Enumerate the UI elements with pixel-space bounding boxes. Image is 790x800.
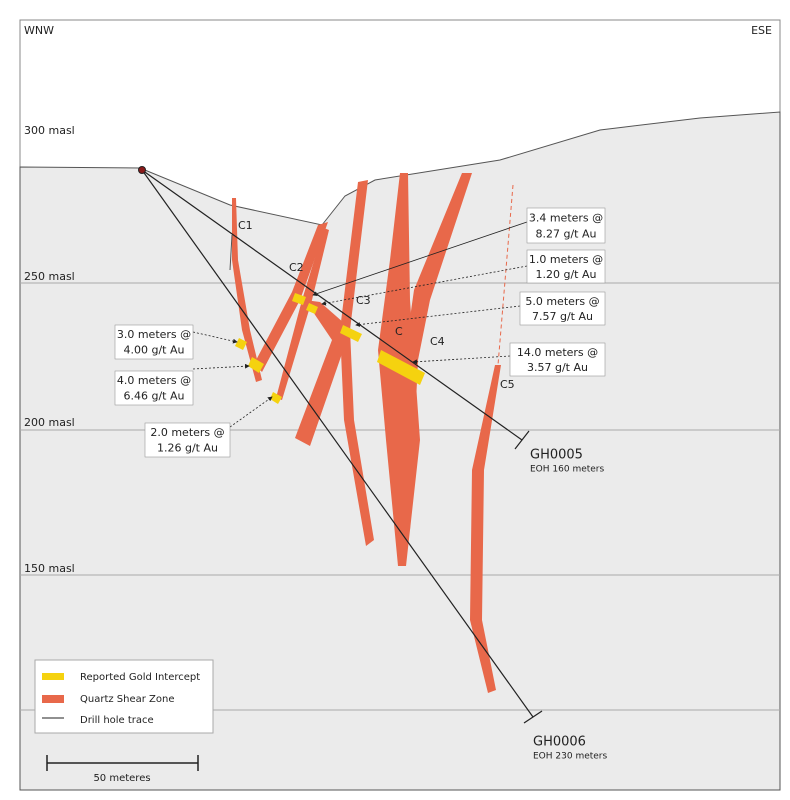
hole-name: GH0005 [530, 448, 583, 463]
intercept-line: 1.0 meters @ [529, 253, 603, 266]
elevation-label: 300 masl [24, 124, 75, 137]
zone-label: C5 [500, 378, 515, 391]
label-box [526, 249, 606, 284]
elevation-label: 200 masl [24, 416, 75, 429]
gold-intercepts [235, 293, 425, 404]
collar [138, 166, 146, 174]
leader [312, 221, 528, 296]
leader [355, 305, 521, 327]
label-box [526, 207, 606, 244]
leader [229, 396, 273, 428]
zone-label: C1 [238, 219, 253, 232]
hole-note: EOH 160 meters [530, 465, 605, 475]
direction-right: ESE [751, 24, 772, 37]
intercept-line: 7.57 g/t Au [532, 310, 593, 323]
hole-note: EOH 230 meters [533, 752, 608, 762]
elevation-label: 150 masl [24, 562, 75, 575]
intercept-line: 3.4 meters @ [529, 212, 603, 225]
intercept-line: 3.57 g/t Au [527, 361, 588, 374]
label-box [519, 291, 606, 326]
elevation-label: 250 masl [24, 270, 75, 283]
intercept-line: 1.26 g/t Au [157, 442, 218, 455]
label-box [509, 342, 606, 377]
drill-traces [141, 169, 543, 724]
leader [192, 331, 238, 344]
intercept-line: 1.20 g/t Au [536, 268, 597, 281]
legend-label: Reported Gold Intercept [80, 672, 200, 683]
intercept-line: 4.00 g/t Au [124, 344, 185, 357]
direction-left: WNW [24, 24, 54, 37]
zone-label: C [395, 325, 403, 338]
label-box [114, 370, 194, 406]
intercept-line: 2.0 meters @ [150, 426, 224, 439]
zone-label: C4 [430, 335, 445, 348]
zone-label: C3 [356, 294, 371, 307]
intercept-line: 14.0 meters @ [517, 346, 598, 359]
intercept-line: 5.0 meters @ [525, 295, 599, 308]
legend-label: Drill hole trace [80, 715, 154, 726]
label-box [114, 324, 194, 360]
intercept-line: 4.0 meters @ [117, 374, 191, 387]
zone-label: C2 [289, 261, 304, 274]
leader [321, 265, 528, 306]
scale-bar [46, 755, 199, 771]
leader [412, 355, 511, 365]
legend: Reported Gold Intercept Quartz Shear Zon… [34, 659, 214, 734]
legend-label: Quartz Shear Zone [80, 694, 175, 705]
hole-name: GH0006 [533, 735, 586, 750]
label-box [144, 422, 231, 458]
intercept-line: 3.0 meters @ [117, 328, 191, 341]
intercept-line: 6.46 g/t Au [124, 390, 185, 403]
intercept-labels: 3.4 meters @ 8.27 g/t Au 1.0 meters @ 1.20 … [114, 207, 606, 458]
leader [192, 363, 250, 370]
scale-label: 50 meteres [93, 773, 150, 784]
intercept-line: 8.27 g/t Au [536, 227, 597, 240]
